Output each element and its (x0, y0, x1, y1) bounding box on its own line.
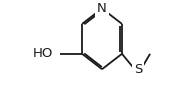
Text: HO: HO (33, 47, 53, 60)
Text: N: N (97, 2, 107, 15)
Text: S: S (134, 63, 142, 76)
